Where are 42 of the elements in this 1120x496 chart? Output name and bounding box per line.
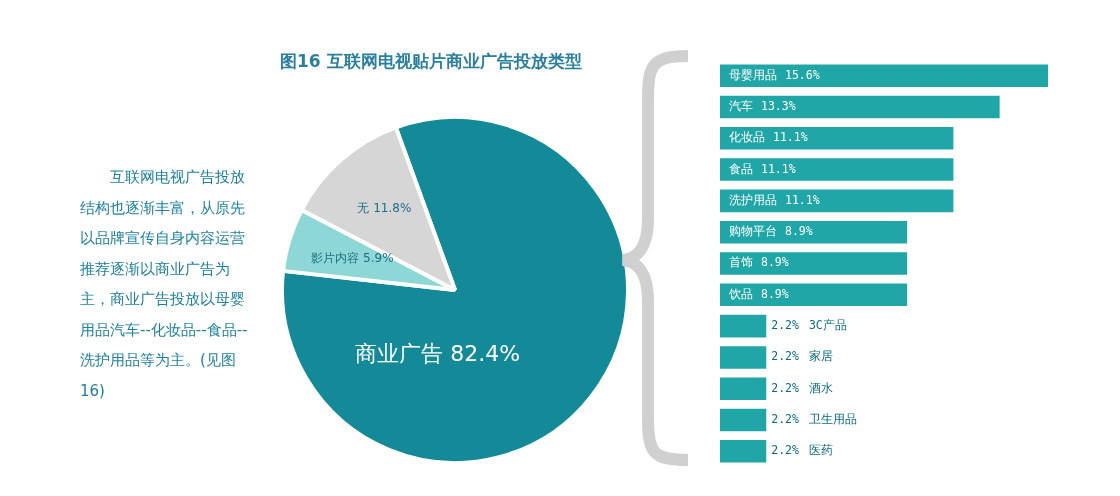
category-label: 卫生用品 (808, 412, 857, 427)
data-label: 11.1% (785, 192, 820, 207)
bar (720, 158, 954, 181)
data-label: 2.2% (771, 412, 800, 427)
bar (720, 252, 908, 275)
bar (720, 346, 767, 369)
bar (720, 440, 767, 463)
data-label: 8.9% (761, 255, 789, 270)
category-label: 母婴用品 (729, 67, 777, 82)
data-label: 13.3% (761, 98, 796, 113)
category-label: 洗护用品 (729, 192, 777, 207)
data-label: 8.9% (761, 286, 789, 301)
chart-title: 图16 互联网电视贴片商业广告投放类型 (280, 50, 582, 73)
slice-label: 影片内容 5.9% (311, 250, 394, 265)
data-label: 11.1% (773, 130, 808, 145)
bar (720, 314, 767, 338)
bar (720, 408, 767, 432)
data-label: 15.6% (785, 67, 820, 82)
category-label: 汽车 (729, 98, 753, 113)
bar (720, 127, 954, 150)
bar (720, 283, 908, 307)
data-label: 2.2% (771, 443, 800, 458)
category-label: 食品 (729, 161, 753, 176)
category-label: 饮品 (729, 286, 753, 301)
bar (720, 377, 767, 400)
data-label: 2.2% (771, 380, 800, 395)
category-label: 化妆品 (729, 130, 765, 145)
data-label: 2.2% (771, 349, 800, 364)
bar (720, 64, 1048, 87)
category-label: 酒水 (808, 380, 833, 395)
data-label: 2.2% (771, 318, 800, 333)
slice-label: 商业广告 82.4% (355, 341, 521, 367)
bar (720, 95, 1000, 119)
data-label: 11.1% (761, 161, 796, 176)
text: 互联网电视广告投放结构也逐渐丰富，从原先以品牌宣传自身内容运营推荐逐渐以商业广告为主，商业广告投放以母婴用品汽车--化妆品--食品--洗护用品等为主。(见图16) (80, 167, 249, 402)
category-label: 家居 (808, 349, 833, 364)
category-label: 购物平台 (729, 224, 777, 239)
category-label: 首饰 (729, 255, 753, 270)
category-label: 医药 (808, 443, 833, 458)
slice-label: 无 11.8% (357, 201, 412, 216)
category-label: 3C产品 (808, 318, 847, 333)
data-label: 8.9% (785, 224, 813, 239)
